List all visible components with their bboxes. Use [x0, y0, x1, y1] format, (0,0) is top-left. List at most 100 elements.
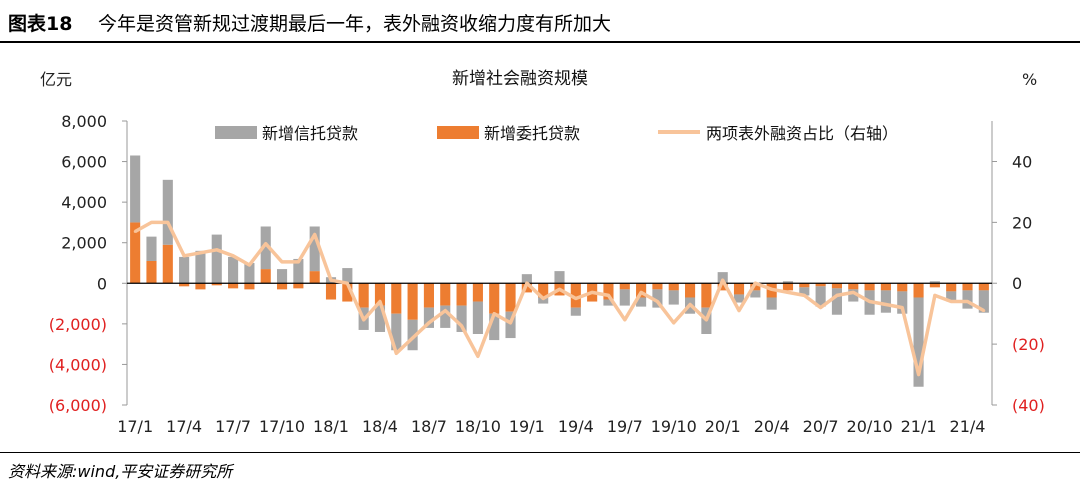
- bar-trust-loan: [130, 155, 141, 223]
- bar-entrusted-loan: [195, 283, 206, 290]
- bar-entrusted-loan: [146, 260, 157, 284]
- bar-entrusted-loan: [750, 283, 761, 291]
- bottom-rule: [0, 452, 1080, 453]
- ratio-point: [721, 278, 725, 282]
- y-left-tick-label: 0: [97, 274, 107, 293]
- bar-trust-loan: [570, 307, 581, 316]
- bar-entrusted-loan: [505, 283, 516, 312]
- ratio-point: [607, 294, 610, 297]
- bar-entrusted-loan: [472, 283, 483, 302]
- ratio-point: [541, 297, 545, 300]
- ratio-point: [949, 300, 953, 303]
- ratio-point: [982, 309, 986, 313]
- ratio-point: [933, 294, 937, 297]
- x-axis: 17/1 17/4 17/7 17/10 18/1 18/4 18/7 18/10 19/1 19…: [117, 417, 985, 436]
- ratio-point: [639, 290, 643, 294]
- ratio-point: [558, 287, 561, 291]
- bar-entrusted-loan: [276, 283, 288, 290]
- bar-trust-loan: [162, 179, 173, 245]
- bar-entrusted-loan: [293, 283, 304, 289]
- x-tick-label: 17/7: [215, 417, 251, 436]
- bar-entrusted-loan: [864, 283, 875, 291]
- y-axis-left-label: 亿元: [40, 70, 72, 89]
- ratio-point: [770, 287, 774, 291]
- bar-trust-loan: [880, 290, 891, 313]
- legend-label-trust: 新增信托贷款: [262, 124, 358, 143]
- y-right-tick-label: (20): [1012, 335, 1045, 354]
- x-tick-label: 21/1: [901, 417, 937, 436]
- bar-trust-loan: [423, 307, 434, 328]
- ratio-point: [280, 260, 284, 264]
- x-tick-label: 18/10: [455, 417, 501, 436]
- x-tick-label: 19/10: [651, 417, 697, 436]
- bar-entrusted-loan: [309, 271, 320, 284]
- bar-entrusted-loan: [456, 283, 467, 306]
- bar-entrusted-loan: [342, 283, 353, 302]
- ratio-point: [509, 321, 512, 325]
- ratio-point: [362, 318, 366, 322]
- x-tick-label: 17/10: [259, 417, 305, 436]
- ratio-line-series: [133, 220, 986, 377]
- bar-trust-loan: [505, 311, 516, 339]
- legend-swatch-entrusted: [437, 126, 479, 139]
- x-tick-label: 20/7: [803, 417, 839, 436]
- bar-trust-loan: [929, 281, 940, 284]
- bar-trust-loan: [978, 290, 989, 313]
- x-tick-label: 20/1: [705, 417, 741, 436]
- bar-trust-loan: [668, 290, 679, 305]
- x-tick-label: 18/7: [411, 417, 447, 436]
- bar-entrusted-loan: [325, 283, 337, 300]
- bar-trust-loan: [831, 288, 843, 315]
- bar-trust-loan: [293, 258, 304, 284]
- bar-trust-loan: [472, 301, 483, 334]
- ratio-point: [329, 278, 333, 282]
- bar-entrusted-loan: [848, 283, 859, 290]
- bar-trust-loan: [603, 299, 614, 306]
- bar-trust-loan: [440, 305, 451, 328]
- ratio-point: [443, 309, 447, 313]
- ratio-point: [966, 300, 969, 303]
- bar-trust-loan: [750, 290, 761, 298]
- y-right-tick-label: 40: [1012, 152, 1032, 171]
- y-axis-right: 40 20 0 (20) (40): [991, 121, 1045, 415]
- bar-entrusted-loan: [701, 283, 712, 308]
- chart: 亿元 % 新增社会融资规模 新增信托贷款 新增委托贷款 两项表外融资占比（右轴）…: [40, 69, 1045, 436]
- bar-trust-loan: [619, 289, 630, 306]
- chart-title: 新增社会融资规模: [452, 69, 588, 89]
- ratio-point: [248, 263, 251, 267]
- ratio-point: [133, 230, 137, 233]
- bar-trust-loan: [962, 290, 973, 309]
- y-left-tick-label: (4,000): [49, 355, 107, 374]
- ratio-point: [264, 242, 268, 246]
- bar-trust-loan: [276, 269, 288, 284]
- bar-trust-loan: [733, 294, 745, 303]
- bar-trust-loan: [179, 256, 190, 284]
- ratio-point: [786, 290, 790, 294]
- bar-trust-loan: [407, 319, 418, 351]
- bar-trust-loan: [146, 236, 157, 261]
- bar-trust-loan: [652, 289, 663, 308]
- bar-trust-loan: [554, 271, 565, 284]
- ratio-point: [411, 336, 415, 340]
- y-left-tick-label: 2,000: [61, 234, 107, 253]
- ratio-point: [199, 251, 202, 255]
- ratio-point: [296, 260, 300, 264]
- ratio-point: [672, 321, 676, 325]
- bar-trust-loan: [211, 234, 222, 284]
- y-right-tick-label: (40): [1012, 396, 1045, 415]
- figure-title: 今年是资管新规过渡期最后一年，表外融资收缩力度有所加大: [98, 13, 612, 35]
- bar-entrusted-loan: [652, 283, 663, 290]
- ratio-point: [737, 309, 741, 313]
- bar-entrusted-loan: [619, 283, 630, 290]
- ratio-point: [851, 290, 855, 294]
- legend-swatch-trust: [215, 126, 257, 139]
- bar-trust-loan: [374, 305, 386, 332]
- y-left-tick-label: (6,000): [49, 396, 107, 415]
- ratio-point: [182, 254, 186, 258]
- ratio-point: [917, 373, 920, 376]
- bar-entrusted-loan: [179, 283, 190, 287]
- bar-entrusted-loan: [440, 283, 451, 306]
- y-left-tick-label: 6,000: [61, 153, 107, 172]
- bar-entrusted-loan: [228, 283, 239, 289]
- bar-trust-loan: [848, 289, 859, 302]
